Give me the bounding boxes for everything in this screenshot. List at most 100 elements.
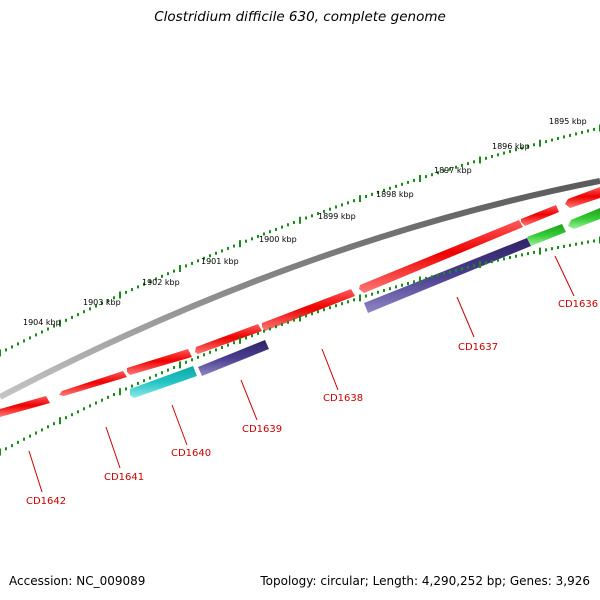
minor-tick (5, 348, 7, 352)
minor-tick (443, 169, 445, 173)
minor-tick (29, 434, 31, 438)
minor-tick (197, 259, 199, 263)
major-tick (299, 314, 301, 322)
gene-label-cd1641[interactable]: CD1641 (104, 472, 144, 483)
minor-tick (383, 188, 385, 192)
reverse-strand (130, 208, 600, 398)
major-tick (299, 216, 301, 224)
minor-tick (53, 422, 55, 426)
minor-tick (365, 294, 367, 298)
minor-tick (275, 325, 277, 329)
minor-tick (545, 248, 547, 252)
minor-tick (263, 232, 265, 236)
minor-tick (203, 353, 205, 357)
minor-tick (203, 256, 205, 260)
minor-tick (377, 190, 379, 194)
leader-line (321, 348, 339, 391)
minor-tick (227, 246, 229, 250)
minor-tick (461, 267, 463, 271)
minor-tick (47, 425, 49, 429)
map-title: Clostridium difficile 630, complete geno… (154, 9, 446, 25)
minor-tick (107, 299, 109, 302)
minor-tick (281, 225, 283, 229)
major-tick (419, 175, 421, 182)
gene-arrow-cd1637[interactable] (364, 238, 531, 313)
minor-tick (221, 346, 223, 349)
major-tick (0, 448, 1, 456)
minor-tick (431, 173, 433, 177)
kbp-label: 1903 kbp (83, 298, 121, 307)
gene-arrow[interactable] (521, 205, 559, 226)
minor-tick (125, 387, 127, 391)
minor-tick (131, 288, 133, 292)
leader-line (554, 255, 575, 297)
gene-arrow-cd1636[interactable] (568, 208, 600, 229)
genome-summary-text: Topology: circular; Length: 4,290,252 bp… (260, 574, 590, 588)
gene-arrow[interactable] (0, 396, 50, 417)
minor-tick (293, 221, 295, 224)
minor-tick (167, 272, 169, 276)
minor-tick (389, 287, 391, 291)
minor-tick (335, 205, 337, 209)
minor-tick (83, 407, 85, 411)
minor-tick (377, 290, 379, 294)
major-tick (419, 276, 421, 284)
gene-label-cd1637[interactable]: CD1637 (458, 342, 498, 353)
major-tick (359, 294, 361, 302)
minor-tick (197, 355, 199, 359)
minor-tick (503, 257, 505, 261)
minor-tick (173, 269, 175, 273)
minor-tick (521, 146, 523, 150)
minor-tick (557, 137, 559, 140)
gene-arrow[interactable] (565, 187, 600, 208)
minor-tick (5, 447, 7, 451)
accession-text: Accession: NC_009089 (9, 574, 146, 588)
gene-label-cd1639[interactable]: CD1639 (242, 424, 282, 435)
minor-tick (77, 313, 79, 317)
gene-arrow-cd1640[interactable] (130, 366, 197, 398)
gene-label-cd1640[interactable]: CD1640 (171, 448, 211, 459)
minor-tick (317, 212, 319, 216)
kbp-label: 1904 kbp (23, 318, 61, 327)
minor-tick (89, 404, 91, 408)
minor-tick (581, 130, 583, 134)
minor-tick (533, 143, 535, 147)
gene-arrow[interactable] (195, 324, 262, 354)
gene-arrow-cd1636b[interactable] (527, 224, 566, 246)
minor-tick (485, 156, 487, 160)
minor-tick (149, 280, 151, 284)
minor-tick (467, 162, 469, 166)
gene-label-cd1638[interactable]: CD1638 (323, 393, 363, 404)
major-tick (179, 265, 181, 272)
minor-tick (77, 410, 79, 414)
minor-tick (155, 277, 157, 281)
minor-tick (581, 241, 583, 245)
minor-tick (335, 304, 337, 308)
leader-line (105, 426, 121, 469)
minor-tick (521, 253, 523, 257)
gene-arrow[interactable] (127, 349, 192, 375)
minor-tick (491, 260, 493, 264)
minor-tick (401, 182, 403, 186)
major-tick (539, 139, 541, 147)
minor-tick (347, 300, 349, 304)
kbp-labels: 1895 kbp 1896 kbp 1897 kbp 1898 kbp 1899… (23, 117, 587, 327)
minor-tick (113, 296, 115, 300)
gene-label-cd1642[interactable]: CD1642 (26, 496, 66, 507)
gene-arrow[interactable] (359, 220, 523, 293)
minor-tick (527, 252, 529, 256)
minor-tick (233, 341, 235, 345)
minor-tick (443, 272, 445, 276)
kbp-label: 1899 kbp (318, 212, 356, 221)
gene-arrow[interactable] (59, 371, 127, 396)
leader-line (456, 296, 475, 338)
gene-arrow[interactable] (262, 289, 355, 331)
kbp-label: 1895 kbp (549, 117, 587, 126)
gene-arrow-cd1639[interactable] (198, 340, 269, 376)
minor-tick (245, 336, 247, 340)
outer-ruler (0, 124, 600, 357)
gene-label-cd1636[interactable]: CD1636 (558, 299, 598, 310)
minor-tick (185, 360, 187, 364)
minor-tick (587, 129, 589, 133)
